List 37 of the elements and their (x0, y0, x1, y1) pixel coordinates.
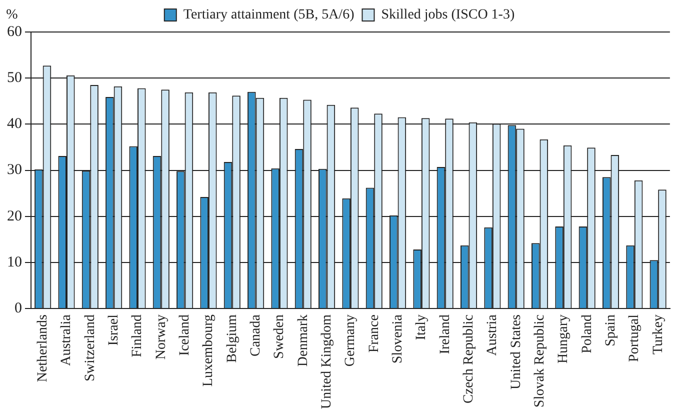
y-tick-label: 50 (7, 70, 22, 86)
x-tick-label: Switzerland (82, 314, 98, 382)
x-tick-label: Australia (59, 314, 74, 366)
x-tick-label: Slovak Republic (532, 314, 548, 408)
x-tick-label: Iceland (177, 314, 192, 356)
y-tick-label: 30 (7, 162, 22, 178)
y-tick-label: 20 (7, 208, 22, 224)
y-tick-label: 0 (14, 300, 22, 316)
x-tick-label: Hungary (556, 314, 572, 364)
x-tick-label: Luxembourg (201, 314, 216, 387)
x-tick-label: United Kingdom (319, 314, 334, 410)
x-tick-label: Belgium (224, 314, 240, 363)
x-tick-label: Norway (154, 314, 169, 360)
x-tick-label: Czech Republic (461, 314, 476, 404)
legend-label: Skilled jobs (ISCO 1-3) (381, 8, 515, 23)
x-tick-label: France (366, 314, 382, 353)
x-tick-label: United States (508, 314, 524, 390)
x-tick-label: Italy (414, 314, 430, 340)
x-tick-label: Austria (485, 314, 500, 356)
x-tick-label: Turkey (650, 314, 666, 354)
x-tick-label: Israel (106, 314, 122, 346)
x-tick-label: Ireland (438, 314, 453, 354)
x-tick-label: Finland (130, 314, 146, 358)
y-tick-label: 10 (7, 254, 22, 270)
y-axis-title: % (6, 8, 18, 23)
x-tick-label: Canada (248, 314, 264, 356)
x-tick-label: Denmark (296, 314, 311, 367)
x-tick-label: Slovenia (390, 314, 406, 364)
x-tick-label: Poland (580, 314, 595, 354)
y-tick-label: 60 (7, 24, 22, 40)
legend-label: Tertiary attainment (5B, 5A/6) (183, 8, 355, 23)
x-tick-label: Spain (603, 314, 618, 346)
x-tick-label: Portugal (627, 314, 642, 362)
x-tick-label: Netherlands (36, 314, 51, 382)
x-tick-label: Germany (343, 314, 358, 367)
y-tick-label: 40 (7, 116, 22, 132)
x-tick-label: Sweden (272, 314, 288, 359)
